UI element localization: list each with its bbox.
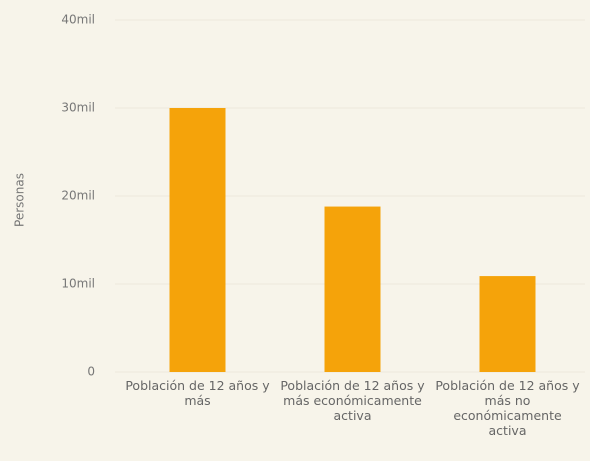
- y-tick-label: 40mil: [61, 13, 95, 27]
- bar: [324, 206, 381, 372]
- bar: [479, 276, 536, 372]
- bar: [169, 108, 226, 372]
- x-tick-label: Población de 12 años y más: [125, 378, 270, 408]
- x-tick-label: Población de 12 años y más económicament…: [280, 378, 425, 423]
- x-tick-label: Población de 12 años y más no económicam…: [435, 378, 580, 438]
- y-tick-label: 10mil: [61, 277, 95, 291]
- y-tick-label: 30mil: [61, 101, 95, 115]
- y-axis-label: Personas: [13, 173, 27, 227]
- y-tick-label: 20mil: [61, 189, 95, 203]
- y-tick-label: 0: [87, 365, 95, 379]
